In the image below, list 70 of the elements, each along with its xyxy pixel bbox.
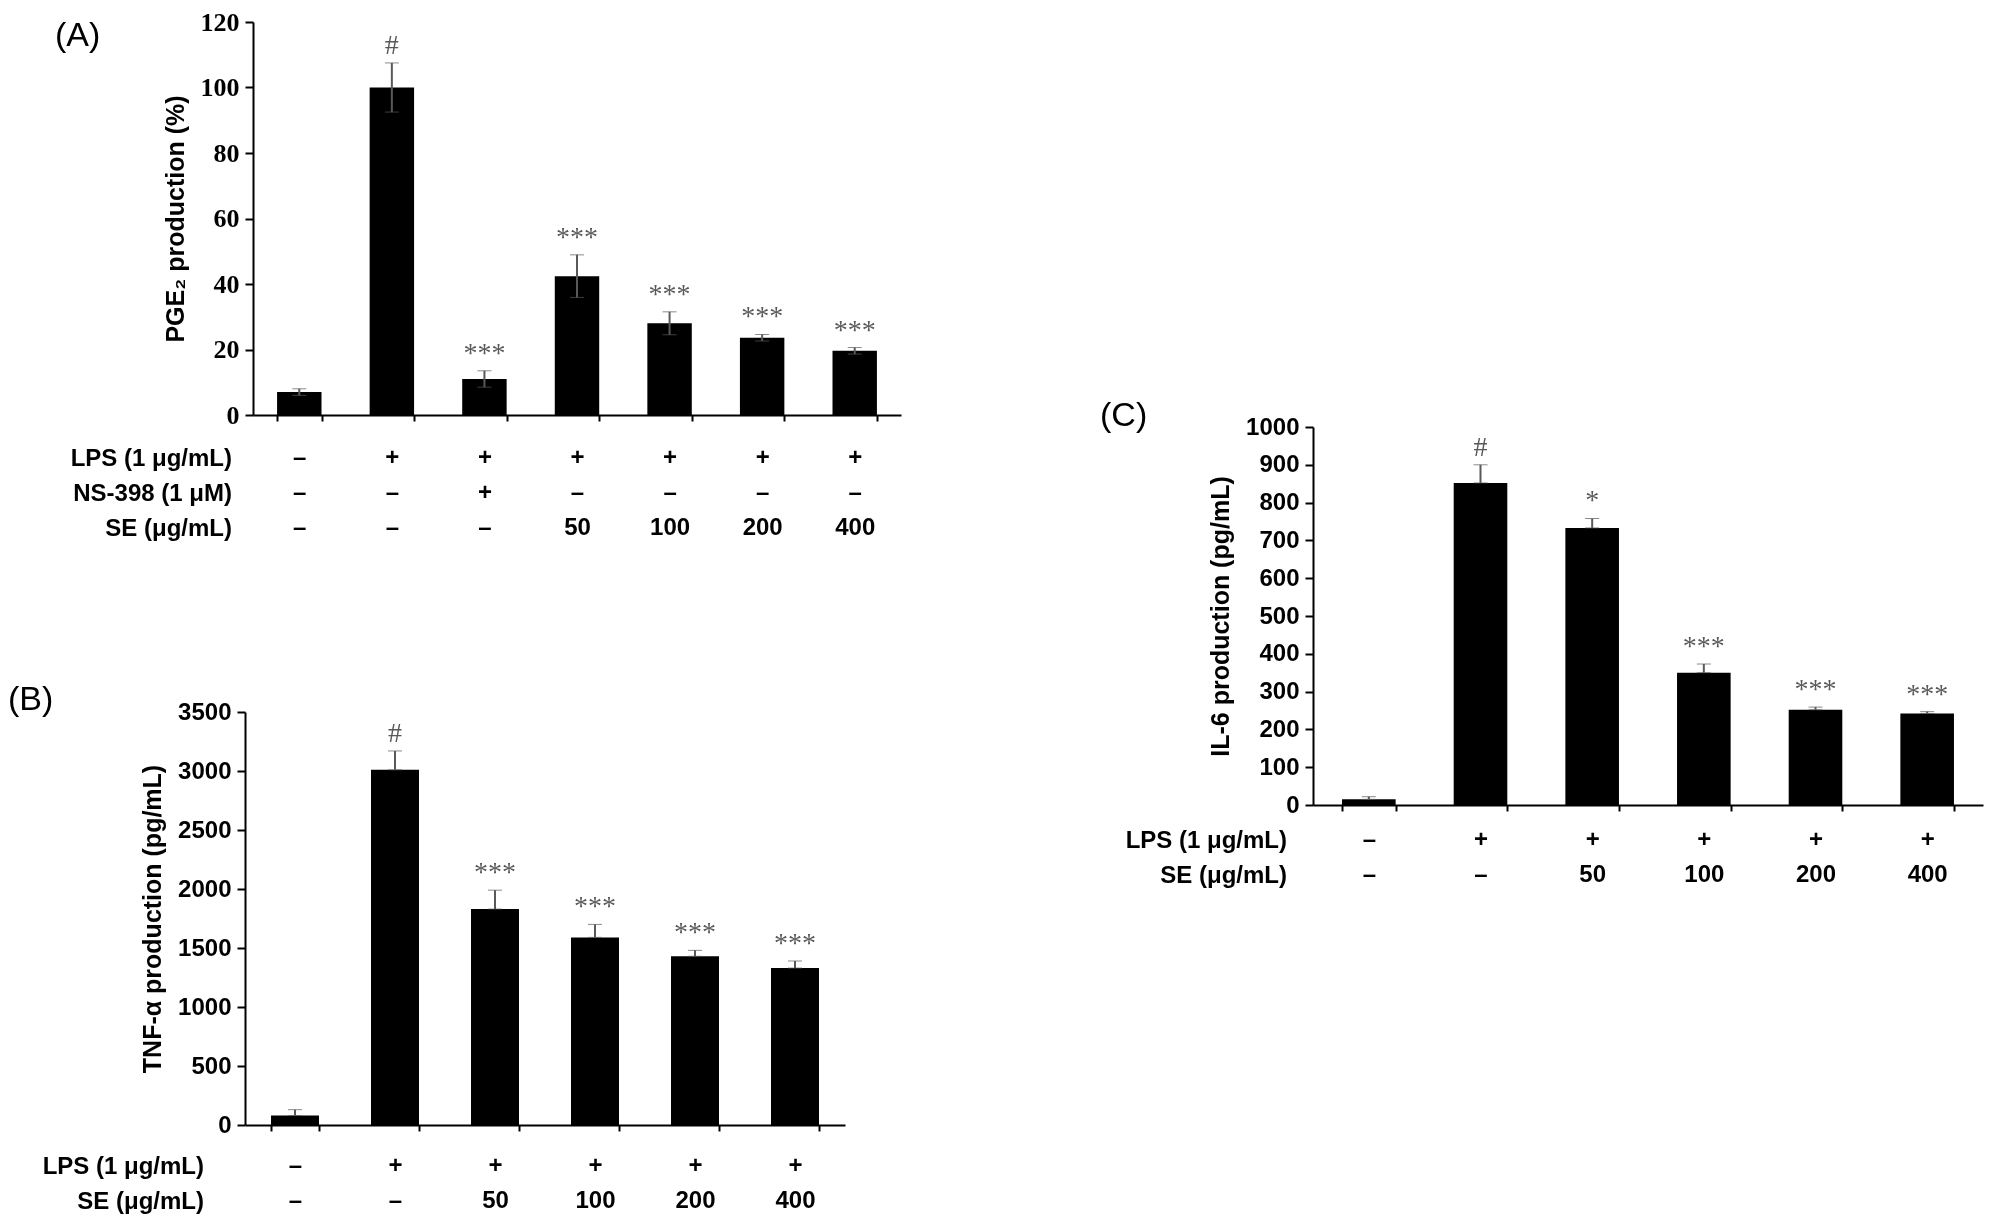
x-axis-title: LPS (1 μg/mL) SE (μg/mL) [1124, 825, 1287, 890]
y-tick-label: 100 [200, 73, 240, 102]
y-axis-title: IL-6 production (pg/mL) [1206, 476, 1235, 757]
y-tick-label: 120 [200, 7, 240, 37]
y-tick-label: 700 [1259, 525, 1300, 553]
x-tick-label: + – [388, 1150, 403, 1213]
chart-title: (A) [55, 14, 101, 54]
y-tick-label: 3000 [178, 756, 232, 784]
annotation: *** [774, 926, 816, 958]
y-tick-label: 400 [1259, 639, 1300, 667]
y-tick-label: 40 [213, 269, 240, 299]
x-tick-label: – – [1362, 824, 1377, 887]
y-tick-label: 200 [1259, 714, 1300, 742]
y-tick-label: 1500 [178, 933, 232, 961]
x-axis-title: LPS (1 μg/mL) NS-398 (1 μM) SE (μg/mL) [69, 443, 232, 543]
y-tick-label: 0 [226, 400, 240, 430]
x-tick-label: + 400 [1907, 824, 1948, 887]
x-tick-label: + – – [385, 442, 400, 540]
y-tick-label: 1000 [178, 992, 232, 1020]
x-tick-label: + – 200 [742, 442, 783, 540]
y-axis-title: PGE₂ production (%) [160, 95, 189, 343]
annotation: *** [648, 277, 691, 309]
y-tick-label: 800 [1259, 488, 1300, 516]
annotation: *** [741, 300, 784, 332]
x-tick-label: + 200 [675, 1150, 716, 1213]
annotation: *** [463, 336, 506, 368]
y-tick-label: 1000 [1246, 412, 1300, 440]
annotation: # [1473, 430, 1488, 462]
y-tick-label: 20 [213, 335, 240, 364]
y-tick-label: 600 [1259, 563, 1300, 591]
annotation: *** [474, 856, 516, 888]
chart-title: (B) [8, 678, 54, 718]
x-tick-label: + – 100 [650, 442, 691, 540]
y-tick-label: 0 [1286, 790, 1300, 818]
y-tick-label: 900 [1259, 450, 1300, 478]
y-tick-label: 100 [1259, 752, 1300, 780]
y-axis-title: TNF-α production (pg/mL) [138, 764, 167, 1074]
annotation: *** [1794, 673, 1837, 705]
annotation: *** [574, 890, 616, 922]
chart-title: (C) [1100, 394, 1148, 434]
annotation: *** [556, 220, 598, 252]
annotation: *** [1682, 630, 1725, 662]
y-tick-label: 2000 [178, 874, 232, 902]
y-tick-label: 500 [191, 1051, 232, 1079]
annotation: # [388, 716, 402, 748]
annotation: *** [1906, 677, 1949, 709]
x-tick-label: + – 50 [564, 442, 591, 540]
annotation: # [384, 28, 399, 60]
y-tick-label: 2500 [178, 815, 232, 843]
x-tick-label: + 200 [1795, 824, 1837, 887]
x-tick-label: – – [288, 1150, 303, 1213]
y-tick-label: 300 [1259, 677, 1300, 705]
x-axis-title: LPS (1 μg/mL) SE (μg/mL) [41, 1151, 204, 1216]
x-tick-label: + 50 [1579, 824, 1607, 887]
x-tick-label: + + – [477, 442, 492, 540]
x-tick-label: + 100 [1684, 824, 1725, 887]
x-tick-label: – – – [293, 442, 307, 540]
y-tick-label: 0 [218, 1110, 232, 1138]
y-tick-label: 500 [1259, 601, 1300, 629]
annotation: *** [674, 916, 716, 948]
x-tick-label: + – [1473, 824, 1489, 887]
x-tick-label: + – 400 [835, 442, 876, 540]
x-tick-label: + 400 [775, 1150, 816, 1213]
annotation: *** [833, 313, 876, 345]
y-tick-label: 60 [213, 204, 240, 233]
annotation: * [1585, 484, 1600, 516]
x-tick-label: + 100 [575, 1150, 616, 1213]
y-tick-label: 80 [213, 138, 240, 168]
y-tick-label: 3500 [178, 697, 232, 725]
x-tick-label: + 50 [482, 1150, 509, 1213]
